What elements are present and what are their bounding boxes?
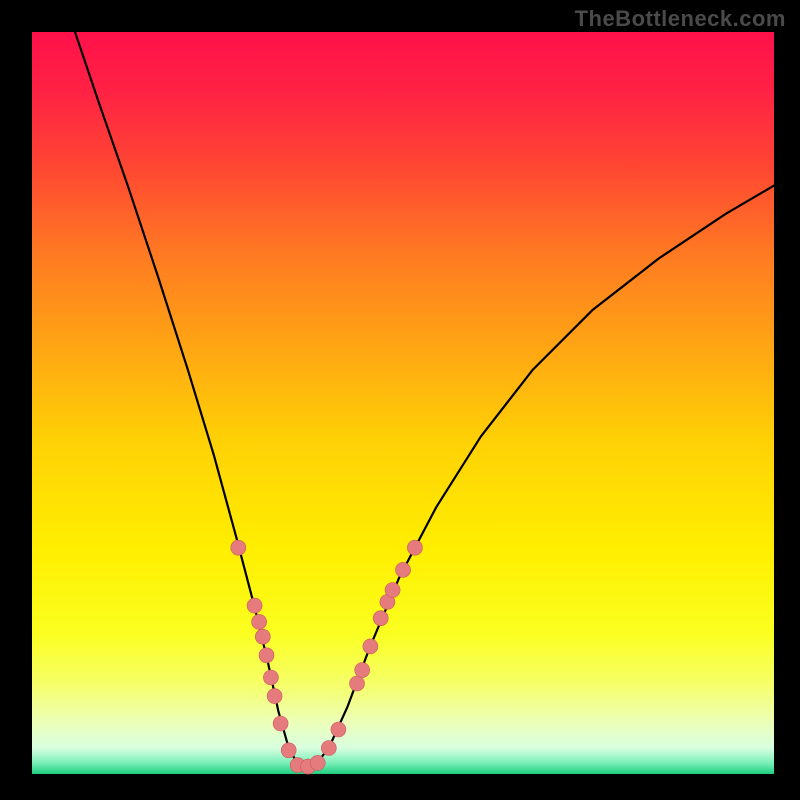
data-marker	[350, 676, 365, 691]
data-marker	[363, 639, 378, 654]
data-marker	[331, 722, 346, 737]
data-marker	[355, 663, 370, 678]
data-marker	[310, 755, 325, 770]
data-marker	[247, 598, 262, 613]
data-marker	[231, 540, 246, 555]
plot-background	[32, 32, 774, 774]
data-marker	[252, 614, 267, 629]
data-marker	[281, 743, 296, 758]
chart-container: TheBottleneck.com	[0, 0, 800, 800]
data-marker	[255, 629, 270, 644]
data-marker	[321, 741, 336, 756]
watermark-text: TheBottleneck.com	[575, 6, 786, 32]
data-marker	[373, 611, 388, 626]
data-marker	[263, 670, 278, 685]
bottleneck-chart	[0, 0, 800, 800]
data-marker	[385, 583, 400, 598]
data-marker	[273, 716, 288, 731]
data-marker	[259, 648, 274, 663]
data-marker	[396, 562, 411, 577]
data-marker	[407, 540, 422, 555]
data-marker	[267, 689, 282, 704]
